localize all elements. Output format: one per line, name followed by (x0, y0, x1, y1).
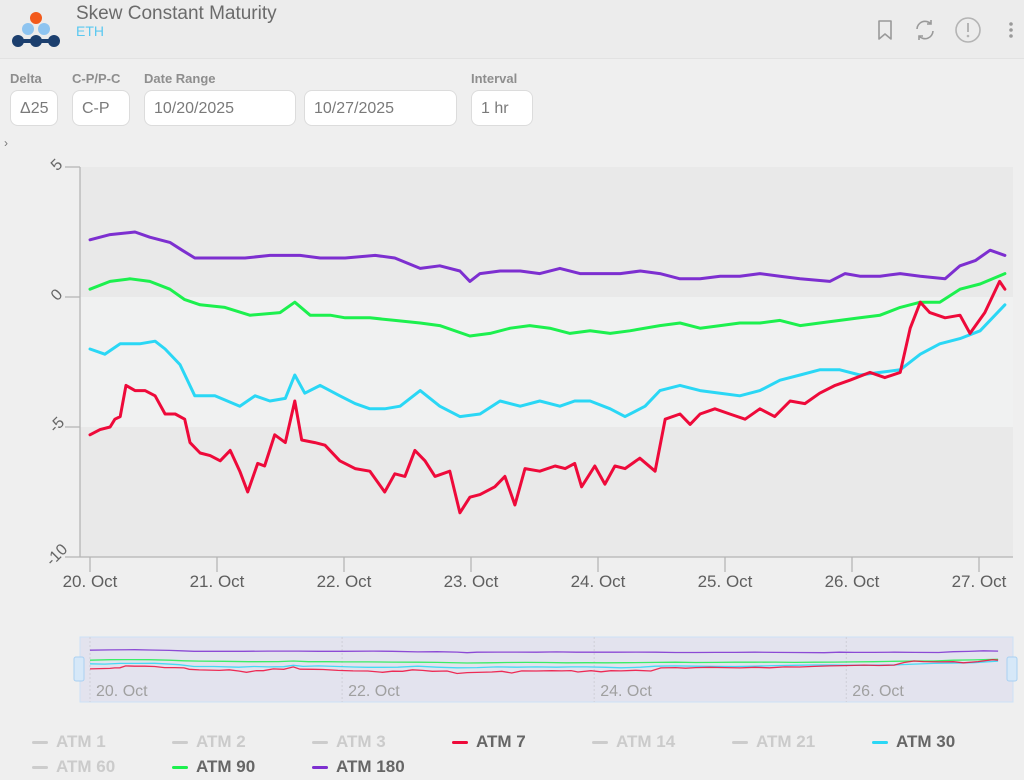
legend-item-atm-1[interactable]: ATM 1 (32, 732, 106, 752)
asset-label: ETH (76, 23, 104, 39)
navigator-right-handle[interactable] (1006, 656, 1018, 682)
app-logo-icon (12, 12, 60, 47)
legend-label: ATM 2 (196, 732, 246, 751)
legend-item-atm-2[interactable]: ATM 2 (172, 732, 246, 752)
legend-symbol-icon (32, 740, 48, 744)
legend-item-atm-14[interactable]: ATM 14 (592, 732, 675, 752)
legend-symbol-icon (312, 740, 328, 744)
legend-symbol-icon (172, 740, 188, 744)
chart-legend: ATM 1 ATM 2 ATM 3 ATM 7 ATM 14 ATM 21 ATM 30 AT… (0, 728, 1024, 780)
legend-label: ATM 90 (196, 757, 256, 776)
series-line-atm-90 (88, 272, 1007, 338)
navigator-tick-label: 20. Oct (96, 683, 148, 700)
x-tick-label: 24. Oct (571, 572, 626, 591)
series-line-atm-7 (88, 279, 1007, 515)
legend-item-atm-3[interactable]: ATM 3 (312, 732, 386, 752)
navigator-tick-label: 24. Oct (600, 683, 652, 700)
y-tick-label: -5 (46, 414, 68, 436)
legend-symbol-icon (592, 740, 608, 744)
info-alert-icon[interactable] (954, 16, 982, 44)
skew-chart: -10 -5 0 5 20. Oct 21. Oct 22. Oct 23. Oct 24. O… (43, 156, 1018, 703)
x-tick-label: 26. Oct (825, 572, 880, 591)
legend-label: ATM 3 (336, 732, 386, 751)
legend-label: ATM 1 (56, 732, 106, 751)
series-line-atm-30 (88, 303, 1007, 419)
widget-title: Skew Constant Maturity (76, 3, 277, 24)
navigator-series-atm-7 (89, 659, 999, 675)
more-vertical-icon[interactable] (1000, 18, 1020, 42)
legend-symbol-icon (312, 765, 328, 769)
x-tick-label: 21. Oct (190, 572, 245, 591)
legend-label: ATM 30 (896, 732, 956, 751)
legend-label: ATM 180 (336, 757, 405, 776)
y-tick-label: 0 (48, 286, 66, 304)
x-tick-label: 27. Oct (952, 572, 1007, 591)
bookmark-icon[interactable] (873, 18, 897, 42)
series-line-atm-180 (88, 230, 1007, 283)
legend-item-atm-60[interactable]: ATM 60 (32, 757, 115, 777)
navigator-left-handle[interactable] (73, 656, 85, 682)
x-tick-label: 20. Oct (63, 572, 118, 591)
legend-symbol-icon (172, 765, 188, 769)
legend-item-atm-7[interactable]: ATM 7 (452, 732, 526, 752)
delta-label: Delta (10, 71, 42, 86)
legend-symbol-icon (872, 740, 888, 744)
legend-item-atm-180[interactable]: ATM 180 (312, 757, 405, 777)
cp-label: C-P/P-C (72, 71, 121, 86)
legend-symbol-icon (452, 740, 468, 744)
refresh-icon[interactable] (913, 18, 937, 42)
legend-symbol-icon (32, 765, 48, 769)
widget-header: Skew Constant Maturity ETH (0, 0, 1024, 59)
legend-symbol-icon (732, 740, 748, 744)
y-tick-label: 5 (48, 156, 66, 174)
y-tick-label: -10 (43, 541, 71, 569)
plot-band (80, 427, 1013, 557)
date-range-label: Date Range (144, 71, 216, 86)
legend-label: ATM 21 (756, 732, 816, 751)
legend-label: ATM 14 (616, 732, 676, 751)
legend-item-atm-21[interactable]: ATM 21 (732, 732, 815, 752)
controls-bar: Delta Δ25 C-P/P-C C-P Date Range 10/20/2… (0, 62, 1024, 142)
end-date-input[interactable]: 10/27/2025 (304, 90, 457, 126)
expand-toggle[interactable]: › (4, 136, 8, 150)
navigator-series-atm-30 (89, 660, 999, 669)
navigator-tick-label: 22. Oct (348, 683, 400, 700)
navigator-tick-label: 26. Oct (852, 683, 904, 700)
legend-item-atm-30[interactable]: ATM 30 (872, 732, 955, 752)
x-tick-label: 22. Oct (317, 572, 372, 591)
x-tick-label: 23. Oct (444, 572, 499, 591)
navigator-series-atm-90 (89, 658, 999, 664)
navigator-mask (79, 636, 1014, 703)
cp-select[interactable]: C-P (72, 90, 130, 126)
interval-select[interactable]: 1 hr (471, 90, 533, 126)
navigator-series-atm-180 (89, 649, 999, 654)
interval-label: Interval (471, 71, 518, 86)
delta-select[interactable]: Δ25 (10, 90, 58, 126)
start-date-input[interactable]: 10/20/2025 (144, 90, 296, 126)
legend-label: ATM 60 (56, 757, 116, 776)
legend-item-atm-90[interactable]: ATM 90 (172, 757, 255, 777)
legend-label: ATM 7 (476, 732, 526, 751)
x-tick-label: 25. Oct (698, 572, 753, 591)
